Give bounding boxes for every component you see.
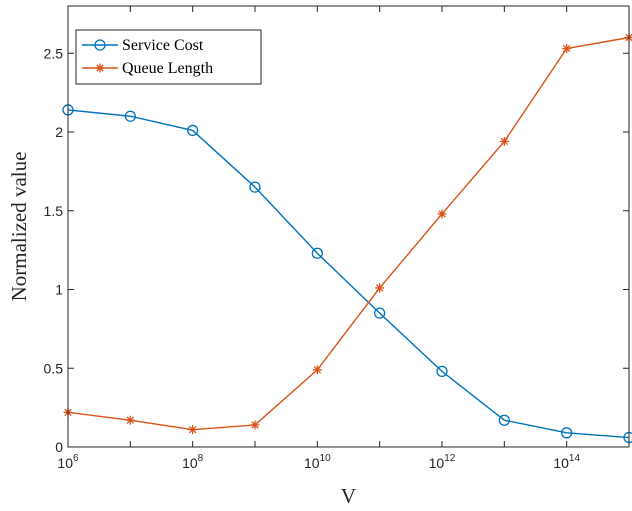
queue-length-point-stroke xyxy=(126,416,135,424)
x-tick-label: 1014 xyxy=(553,453,580,471)
legend-service-cost-label: Service Cost xyxy=(122,37,204,54)
x-tick-label-base: 10 xyxy=(553,455,569,471)
queue-length-point-stroke xyxy=(438,210,446,218)
legend: Service Cost Queue Length xyxy=(75,29,262,85)
plot-frame xyxy=(67,5,630,448)
service-cost-point xyxy=(498,414,510,426)
queue-length-point xyxy=(250,420,260,430)
queue-length-point xyxy=(499,136,509,146)
y-tick-label: 1 xyxy=(55,282,63,298)
x-tick-label-base: 10 xyxy=(304,455,320,471)
x-tick-label: 108 xyxy=(182,453,204,471)
service-cost-point xyxy=(124,110,136,122)
x-tick-label-exponent: 8 xyxy=(198,453,204,464)
service-cost-line xyxy=(67,109,630,439)
legend-service-cost-marker xyxy=(94,39,106,51)
x-tick-label-exponent: 6 xyxy=(73,453,79,464)
y-tick-label: 2 xyxy=(55,124,63,140)
y-tick-label: 2.5 xyxy=(44,45,64,61)
x-tick-label: 1012 xyxy=(429,453,456,471)
x-tick-label: 1010 xyxy=(304,453,331,471)
y-tick-label: 1.5 xyxy=(44,203,64,219)
x-tick-label-base: 10 xyxy=(182,455,198,471)
service-cost-point xyxy=(561,427,573,439)
y-axis-label: Normalized value xyxy=(7,152,31,302)
legend-queue-length-label: Queue Length xyxy=(122,60,213,77)
queue-length-point xyxy=(312,365,322,375)
service-cost-point xyxy=(249,181,261,193)
queue-length-point-stroke xyxy=(188,425,197,434)
legend-queue-length-marker-stroke xyxy=(96,64,104,72)
x-axis-label: V xyxy=(341,484,356,508)
y-tick-label: 0.5 xyxy=(44,360,64,376)
queue-length-point xyxy=(437,209,447,219)
legend-box xyxy=(75,29,262,85)
x-tick-label-base: 10 xyxy=(429,455,445,471)
queue-length-line xyxy=(67,36,630,431)
queue-length-point-stroke xyxy=(251,421,259,429)
queue-length-point-stroke xyxy=(562,44,571,53)
y-tick-label: 0 xyxy=(55,439,63,455)
queue-length-point xyxy=(562,44,572,54)
service-cost-point xyxy=(187,124,199,137)
legend-queue-length-marker xyxy=(95,63,105,73)
queue-length-point-stroke xyxy=(375,284,384,292)
queue-length-point xyxy=(188,425,198,435)
queue-length-point-stroke xyxy=(313,366,322,374)
x-tick-label-base: 10 xyxy=(57,455,73,471)
x-tick-label-exponent: 12 xyxy=(444,453,456,464)
service-cost-point xyxy=(436,365,448,378)
x-tick-label: 106 xyxy=(57,453,79,471)
service-cost-point xyxy=(311,247,323,259)
service-cost-point xyxy=(374,307,386,319)
queue-length-point-stroke xyxy=(500,137,509,146)
queue-length-point xyxy=(375,283,385,293)
x-tick-label-exponent: 10 xyxy=(320,453,332,464)
queue-length-point xyxy=(125,415,135,425)
x-tick-label-exponent: 14 xyxy=(569,453,581,464)
